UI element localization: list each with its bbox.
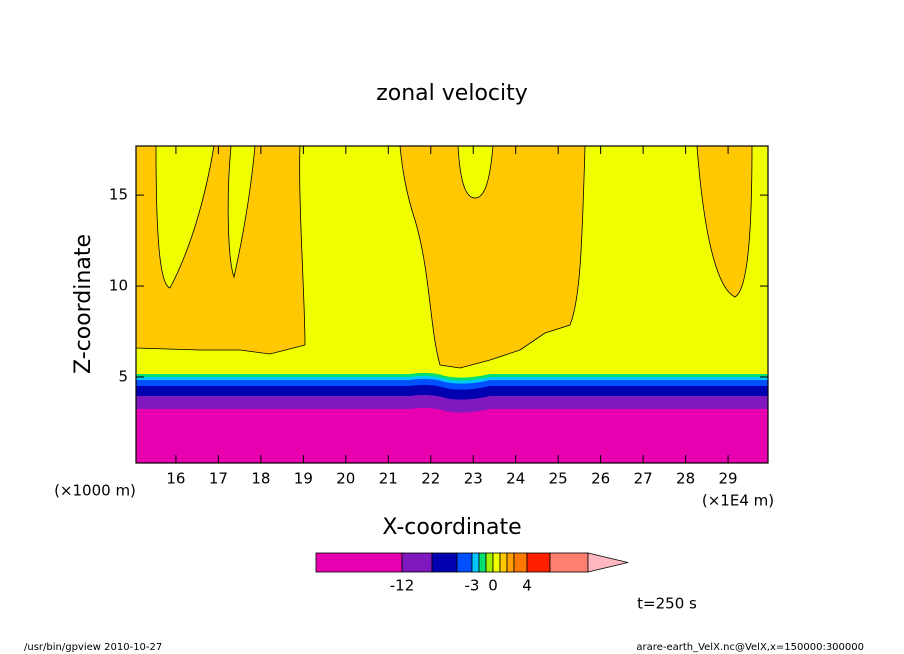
- colorbar-segment: [513, 552, 528, 573]
- colorbar-segment: [492, 552, 501, 573]
- x-tick-label: 22: [421, 470, 440, 488]
- x-axis-label: X-coordinate: [382, 515, 521, 540]
- x-tick-label: 20: [336, 470, 355, 488]
- contour-region: [227, 145, 256, 279]
- y-tick-label: 15: [109, 186, 128, 204]
- colorbar-segment: [471, 552, 480, 573]
- x-tick-label: 29: [719, 470, 738, 488]
- x-tick-label: 28: [676, 470, 695, 488]
- plot-frame: [135, 145, 769, 464]
- x-tick-label: 26: [591, 470, 610, 488]
- x-tick-label: 21: [379, 470, 398, 488]
- colorbar-segment: [587, 552, 629, 573]
- contour-region: [696, 145, 753, 298]
- x-tick-label: 25: [549, 470, 568, 488]
- contour-region: [136, 407, 768, 463]
- y-tick-label: 5: [118, 367, 128, 385]
- colorbar-segment: [401, 552, 433, 573]
- colorbar-segment: [478, 552, 487, 573]
- x-unit-left: (×1000 m): [54, 482, 136, 500]
- x-tick-label: 19: [294, 470, 313, 488]
- x-tick-label: 18: [251, 470, 270, 488]
- x-tick-label: 17: [209, 470, 228, 488]
- colorbar-segment: [549, 552, 589, 573]
- colorbar-segment: [526, 552, 551, 573]
- colorbar-label: -12: [390, 577, 415, 595]
- colorbar-label: 0: [488, 577, 498, 595]
- colorbar-segment: [315, 552, 403, 573]
- x-tick-label: 16: [166, 470, 185, 488]
- y-tick-label: 10: [109, 277, 128, 295]
- colorbar-segment: [485, 552, 494, 573]
- colorbar-segment: [456, 552, 473, 573]
- colorbar-segment: [506, 552, 515, 573]
- x-tick-label: 27: [634, 470, 653, 488]
- colorbar-label: 4: [522, 577, 532, 595]
- x-tick-label: 24: [506, 470, 525, 488]
- colorbar-segment: [499, 552, 508, 573]
- time-label: t=250 s: [637, 595, 697, 613]
- colorbar-label: -3: [465, 577, 480, 595]
- footer-left: /usr/bin/gpview 2010-10-27: [24, 642, 162, 653]
- chart-title: zonal velocity: [376, 81, 528, 106]
- y-axis-label: Z-coordinate: [71, 234, 96, 374]
- contour-region: [457, 145, 494, 199]
- footer-right: arare-earth_VelX.nc@VelX,x=150000:300000: [636, 642, 864, 653]
- colorbar-segment: [431, 552, 458, 573]
- contour-region: [399, 145, 586, 369]
- x-unit-right: (×1E4 m): [702, 492, 774, 510]
- x-tick-label: 23: [464, 470, 483, 488]
- contour-region: [155, 145, 215, 289]
